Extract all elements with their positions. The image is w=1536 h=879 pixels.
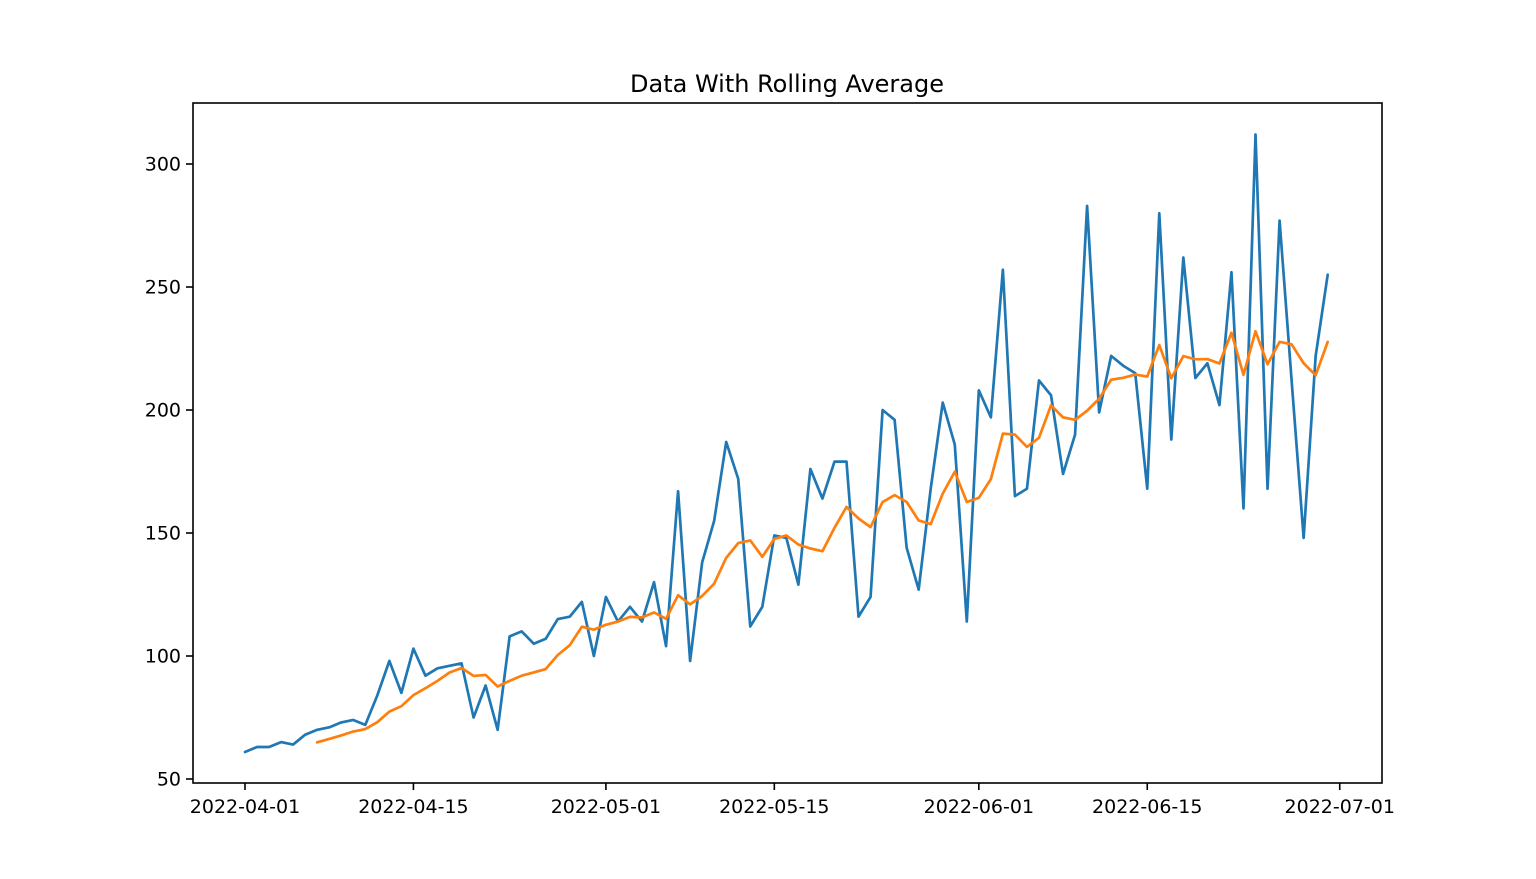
- y-tick-label: 250: [145, 277, 181, 299]
- y-tick-label: 100: [145, 646, 181, 668]
- x-tick-label: 2022-05-01: [551, 796, 661, 818]
- plot-border: [192, 102, 1383, 784]
- x-tick-label: 2022-04-01: [190, 796, 300, 818]
- chart-title: Data With Rolling Average: [630, 70, 944, 98]
- x-tick-label: 2022-06-15: [1092, 796, 1202, 818]
- y-tick-label: 300: [145, 154, 181, 176]
- x-tick-label: 2022-06-01: [924, 796, 1034, 818]
- x-tick-label: 2022-04-15: [358, 796, 468, 818]
- x-tick-label: 2022-07-01: [1285, 796, 1395, 818]
- y-tick-label: 150: [145, 523, 181, 545]
- x-tick-label: 2022-05-15: [719, 796, 829, 818]
- y-tick-label: 200: [145, 400, 181, 422]
- y-tick-label: 50: [157, 769, 181, 791]
- rolling-average-line: [315, 329, 1330, 744]
- raw-data-line: [243, 133, 1330, 754]
